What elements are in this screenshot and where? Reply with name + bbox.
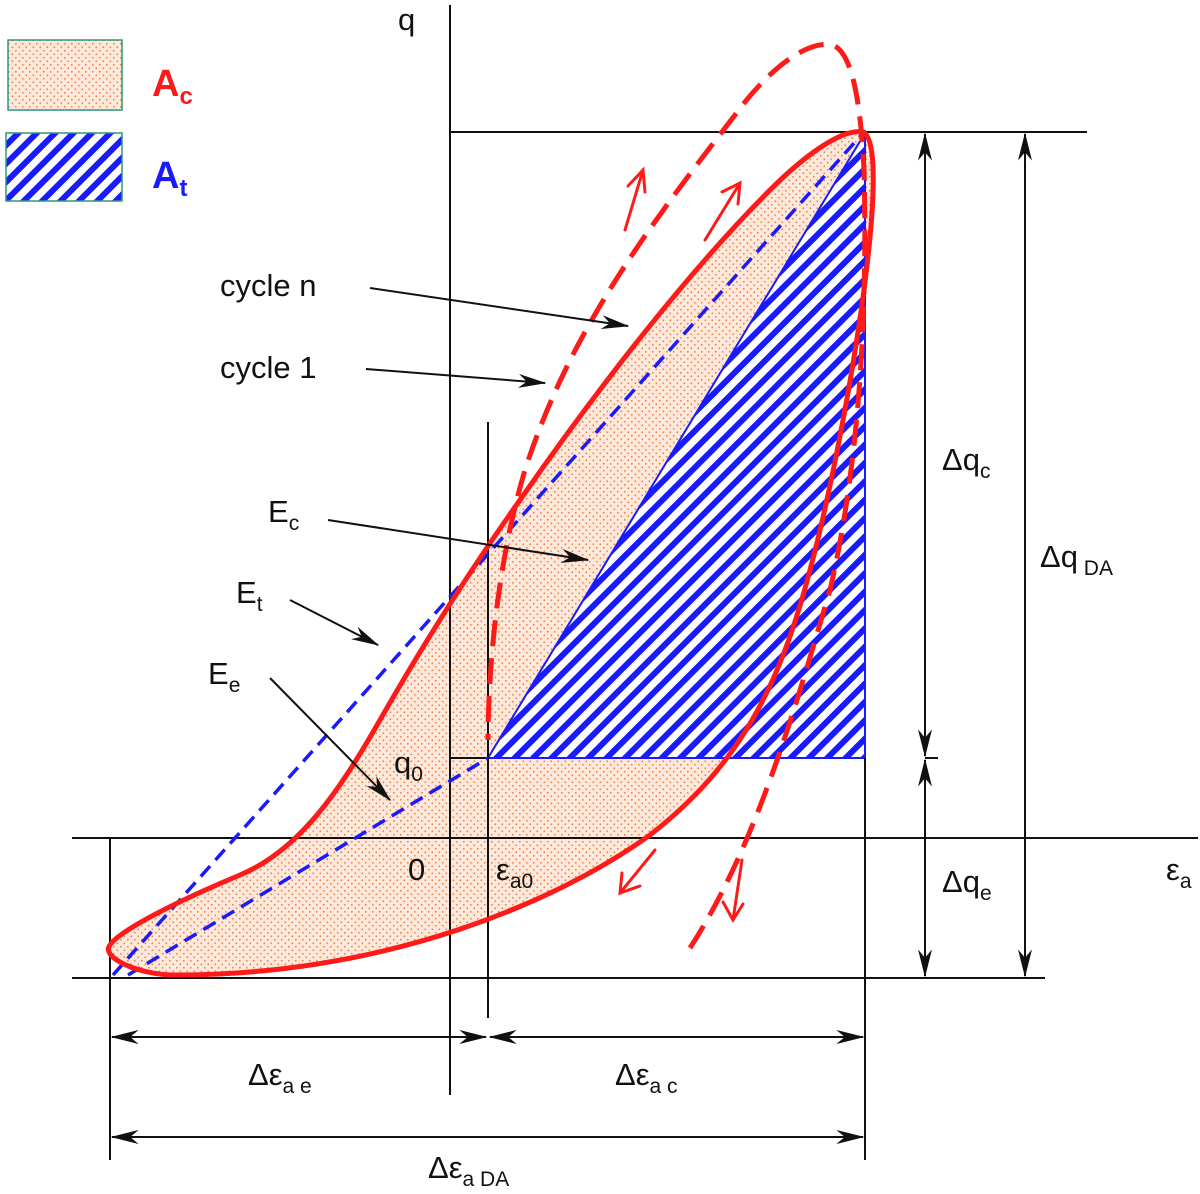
leader-Et bbox=[289, 599, 380, 646]
de-aDA-label: Δεa DA bbox=[428, 1150, 509, 1191]
legend-swatch-ac bbox=[7, 39, 123, 111]
leader-Ec bbox=[327, 519, 590, 563]
dq-c-label: Δqc bbox=[942, 442, 990, 483]
origin-label: 0 bbox=[408, 852, 425, 887]
legend-label-at: At bbox=[152, 155, 187, 202]
Ec-label: Ec bbox=[268, 494, 299, 535]
arrow-cycle1-up bbox=[623, 166, 647, 232]
loading-direction-arrows bbox=[618, 166, 745, 923]
eps-a0-label: εa0 bbox=[496, 852, 533, 893]
cycle-n-curve bbox=[106, 129, 876, 978]
de-ac-label: Δεa c bbox=[615, 1057, 678, 1098]
q0-label: q0 bbox=[394, 745, 423, 786]
reference-lines bbox=[72, 5, 1198, 1160]
secant-lines bbox=[111, 131, 865, 977]
Et-label: Et bbox=[236, 575, 263, 616]
Ee-secant bbox=[127, 756, 489, 977]
cycle-1-curve bbox=[485, 42, 868, 950]
legend-label-ac: Ac bbox=[152, 63, 193, 110]
compressive-energy-area bbox=[108, 131, 874, 975]
Et-secant bbox=[111, 131, 865, 977]
cycle-1-label: cycle 1 bbox=[220, 350, 316, 385]
dq-e-label: Δqe bbox=[942, 864, 992, 905]
Ee-label: Ee bbox=[208, 656, 240, 697]
arrow-cycle1-down bbox=[721, 858, 745, 923]
leader-Ee bbox=[269, 677, 391, 801]
leader-cycle-1 bbox=[365, 368, 547, 388]
leader-cycle-n bbox=[369, 287, 630, 330]
legend-swatch-at bbox=[5, 132, 123, 202]
cycle-n-label: cycle n bbox=[220, 268, 316, 303]
q-axis-label: q bbox=[398, 2, 415, 37]
strain-axis-label: εa bbox=[1166, 852, 1192, 893]
de-ae-label: Δεa e bbox=[248, 1057, 312, 1098]
dimension-arrows bbox=[110, 132, 1032, 1144]
arrow-cyclen-up bbox=[703, 180, 742, 242]
tensile-energy-area bbox=[486, 129, 866, 759]
arrow-cyclen-down bbox=[618, 848, 657, 896]
label-leaders bbox=[269, 287, 630, 801]
dq-DA-label: Δq DA bbox=[1040, 539, 1113, 580]
